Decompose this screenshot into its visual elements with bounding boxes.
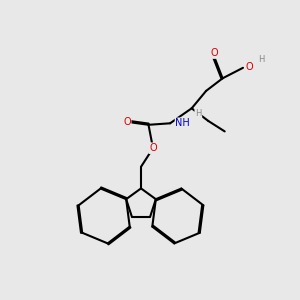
Text: NH: NH bbox=[176, 118, 190, 128]
Text: H: H bbox=[195, 109, 202, 118]
Text: O: O bbox=[245, 61, 253, 72]
Text: O: O bbox=[149, 143, 157, 153]
Text: H: H bbox=[259, 55, 265, 64]
Text: O: O bbox=[210, 48, 218, 58]
Text: O: O bbox=[123, 117, 131, 127]
